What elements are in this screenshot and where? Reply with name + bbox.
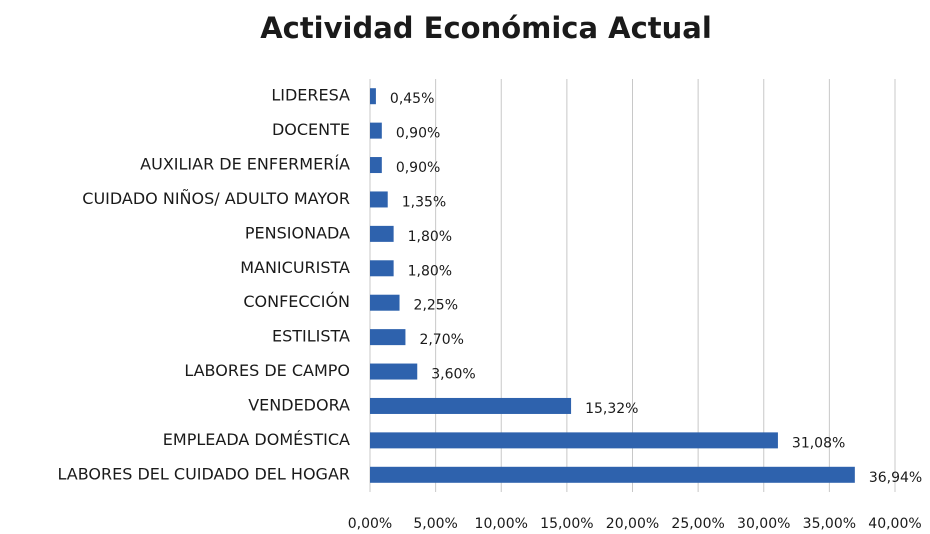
y-tick-label: DOCENTE [272, 120, 350, 139]
data-label: 0,90% [396, 126, 440, 142]
y-tick-label: CUIDADO NIÑOS/ ADULTO MAYOR [82, 189, 350, 208]
y-tick-label: AUXILIAR DE ENFERMERÍA [140, 155, 350, 174]
y-tick-label: ESTILISTA [272, 327, 350, 346]
data-label: 1,80% [408, 229, 452, 245]
bar [370, 466, 855, 483]
y-tick-label: MANICURISTA [240, 258, 350, 277]
x-tick-label: 15,00% [540, 516, 593, 532]
bar [370, 157, 382, 174]
y-tick-label: CONFECCIÓN [243, 292, 350, 311]
x-tick-label: 10,00% [475, 516, 528, 532]
chart-title: Actividad Económica Actual [260, 11, 712, 45]
y-tick-label: PENSIONADA [245, 223, 350, 242]
data-label: 1,80% [408, 263, 452, 279]
x-tick-label: 40,00% [868, 516, 921, 532]
bar [370, 363, 418, 380]
y-tick-label: LIDERESA [271, 86, 350, 105]
bar [370, 88, 376, 105]
data-label: 2,70% [419, 332, 463, 348]
x-tick-label: 35,00% [803, 516, 856, 532]
bar [370, 294, 400, 311]
bar [370, 432, 778, 449]
y-tick-label: LABORES DE CAMPO [184, 361, 350, 380]
x-tick-label: 20,00% [606, 516, 659, 532]
bar [370, 191, 388, 208]
data-label: 36,94% [869, 470, 922, 486]
data-label: 1,35% [402, 194, 446, 210]
bar [370, 397, 572, 414]
data-label: 0,90% [396, 160, 440, 176]
bar [370, 225, 394, 242]
x-tick-label: 25,00% [671, 516, 724, 532]
x-tick-label: 0,00% [348, 516, 392, 532]
bar [370, 260, 394, 277]
bar [370, 329, 406, 346]
y-tick-label: EMPLEADA DOMÉSTICA [163, 430, 350, 449]
data-label: 15,32% [585, 401, 638, 417]
data-label: 3,60% [431, 367, 475, 383]
y-tick-label: VENDEDORA [248, 395, 350, 414]
data-label: 2,25% [414, 298, 458, 314]
y-tick-label: LABORES DEL CUIDADO DEL HOGAR [57, 464, 350, 483]
data-label: 0,45% [390, 91, 434, 107]
data-label: 31,08% [792, 435, 845, 451]
bar [370, 122, 382, 139]
x-tick-label: 30,00% [737, 516, 790, 532]
x-tick-label: 5,00% [413, 516, 457, 532]
